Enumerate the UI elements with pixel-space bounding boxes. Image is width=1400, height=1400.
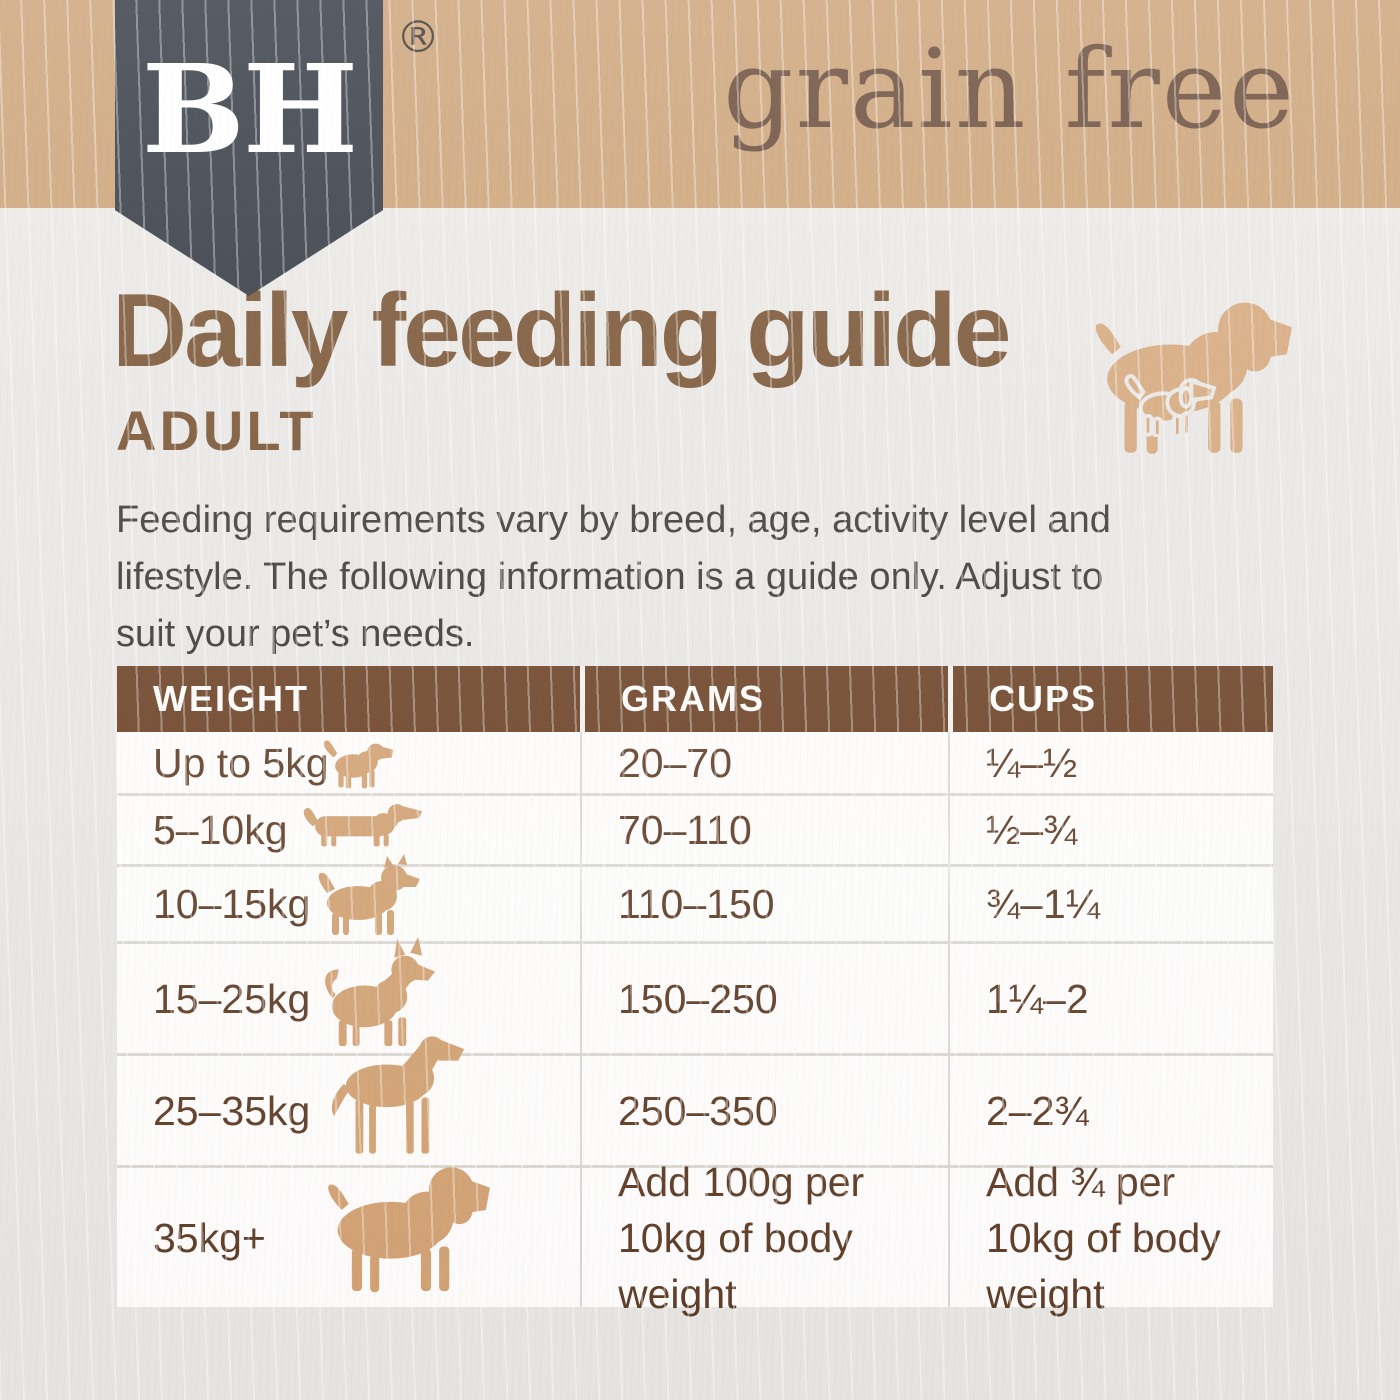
description-line: Feeding requirements vary by breed, age,… (116, 499, 1111, 541)
table-row: 5–10kg 70–110 ½–¾ (117, 793, 1273, 864)
description-line: lifestyle. The following information is … (116, 556, 1104, 598)
grain-free-label: grain free (722, 25, 1296, 153)
column-header-grams: GRAMS (580, 666, 948, 732)
weight-label: 5–10kg (153, 807, 288, 853)
table-row: 10–15kg 110–150 ¾–1¼ (117, 854, 1273, 941)
column-header-cups: CUPS (948, 666, 1273, 732)
dog-icon-spitz (325, 936, 436, 1046)
cups-cell: 1¼–2 (948, 944, 1273, 1053)
weight-label: 25–35kg (153, 1087, 311, 1134)
weight-cell: 25–35kg (117, 1035, 580, 1165)
weight-cell: 5–10kg (117, 796, 580, 864)
grams-cell: 70–110 (580, 796, 948, 864)
weight-cell: Up to 5kg (117, 732, 580, 793)
weight-cell: 35kg+ (117, 1167, 580, 1307)
grams-cell: 20–70 (580, 732, 948, 793)
dog-icon-staffordshire-terrier (318, 854, 420, 935)
grams-cell: 250–350 (580, 1056, 948, 1165)
weight-label: 15–25kg (153, 975, 311, 1022)
description-line: suit your pet’s needs. (116, 613, 475, 655)
feeding-guide-table: WEIGHT GRAMS CUPS Up to 5kg (117, 666, 1273, 1317)
brand-badge: BH (115, 0, 383, 296)
cups-cell: Add ¾ per 10kg of body weight (948, 1159, 1273, 1317)
grams-cell: 110–150 (580, 867, 948, 941)
dog-icon-dachshund (303, 803, 422, 846)
table-row: 35kg+ Add 100g per 10kg of body weight A… (117, 1159, 1273, 1317)
registered-trademark-icon: ® (396, 12, 440, 63)
cups-cell: ¾–1¼ (948, 867, 1273, 941)
grams-cell: Add 100g per 10kg of body weight (580, 1159, 948, 1317)
table-row: 25–35kg 250–350 2–2¾ (117, 1035, 1273, 1165)
brand-logo: BH (141, 37, 358, 181)
feeding-description: Feeding requirements vary by breed, age,… (116, 492, 1316, 663)
weight-label: 35kg+ (153, 1214, 266, 1261)
grams-cell: 150–250 (580, 944, 948, 1053)
cups-cell: ½–¾ (948, 796, 1273, 864)
puppy-icon (1124, 373, 1217, 438)
page-title: Daily feeding guide (112, 273, 1011, 389)
dog-icon-beagle (323, 739, 394, 788)
adult-dog-and-puppy-illustration (1050, 272, 1305, 467)
dog-icon-mastiff (328, 1167, 490, 1292)
page-subtitle: ADULT (116, 399, 317, 462)
dog-icon-great-dane (331, 1035, 465, 1154)
table-row: Up to 5kg 20–70 ¼–½ (117, 732, 1273, 793)
weight-cell: 10–15kg (117, 854, 580, 941)
weight-cell: 15–25kg (117, 936, 580, 1053)
weight-label: Up to 5kg (153, 739, 329, 786)
cups-cell: ¼–½ (948, 732, 1273, 793)
table-header-row: WEIGHT GRAMS CUPS (117, 666, 1273, 732)
cups-cell: 2–2¾ (948, 1056, 1273, 1165)
table-row: 15–25kg 150–250 1¼–2 (117, 936, 1273, 1053)
column-header-weight: WEIGHT (153, 678, 309, 719)
weight-label: 10–15kg (153, 881, 311, 927)
